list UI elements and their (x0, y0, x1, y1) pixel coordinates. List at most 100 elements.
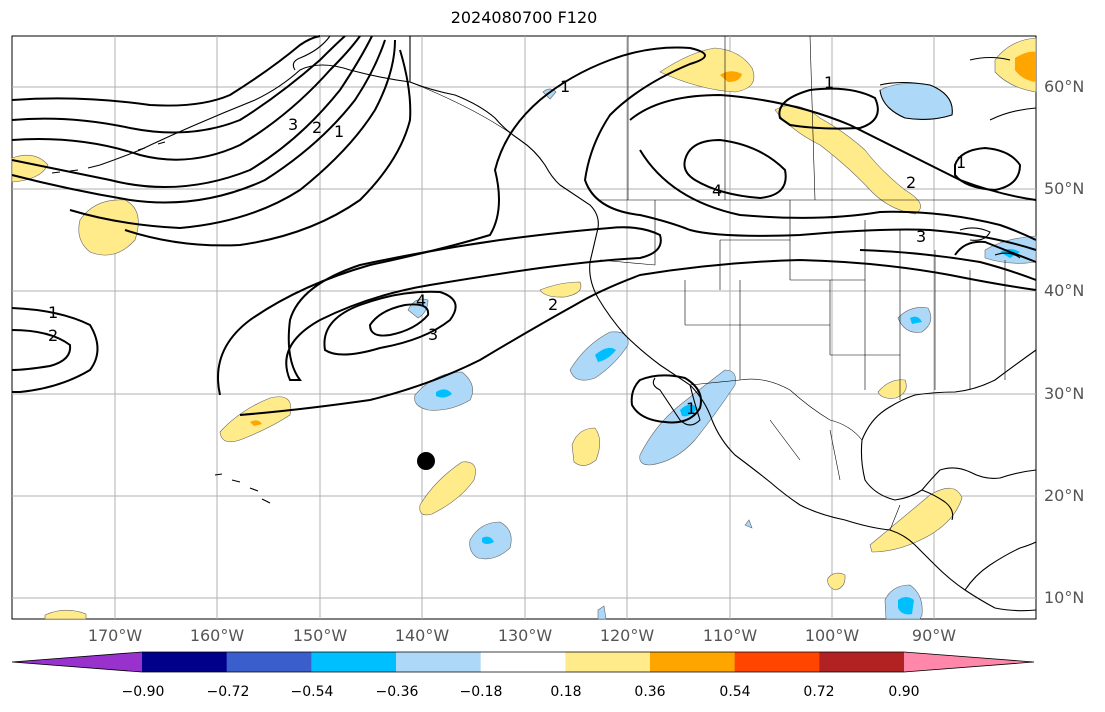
contour-line (368, 303, 430, 337)
canada-arctic (969, 56, 1037, 121)
graticule (12, 36, 1036, 619)
lat-label: 20°N (1044, 486, 1085, 505)
lon-label: 140°W (394, 626, 450, 645)
contour-line (11, 39, 386, 204)
contour-label: 4 (416, 291, 426, 310)
map-panel: 1 2 1 2 3 4 3 2 1 4 1 2 1 3 1 (11, 35, 1037, 620)
contour-label: 1 (48, 303, 58, 322)
great-lakes (959, 227, 1021, 259)
positive-anomaly-fills (11, 37, 1037, 620)
anomaly-core (250, 420, 262, 426)
contour-line (859, 249, 1037, 281)
lon-label: 170°W (87, 626, 143, 645)
contour-line (285, 226, 662, 381)
contour-labels: 1 2 1 2 3 4 3 2 1 4 1 2 1 3 1 (48, 73, 966, 418)
anomaly-patch (539, 281, 582, 298)
hudson-bay (879, 81, 953, 121)
colorbar-tick-label: 0.54 (719, 684, 751, 700)
colorbar-segment (142, 652, 228, 672)
colorbar-segment (819, 652, 905, 672)
contour-line (683, 138, 787, 200)
contour-line (11, 35, 321, 107)
positive-core-fills (250, 51, 1036, 426)
lon-label: 130°W (497, 626, 553, 645)
contour-line (11, 35, 361, 161)
contour-line (639, 149, 1037, 241)
lat-label: 30°N (1044, 384, 1085, 403)
contour-line (11, 35, 346, 134)
colorbar-segment (311, 652, 397, 672)
contour-label: 2 (312, 118, 322, 137)
colorbar-tick-label: 0.18 (550, 684, 582, 700)
contour-label: 2 (906, 173, 916, 192)
aleutian-chain (51, 141, 166, 174)
anomaly-patch (774, 105, 921, 215)
anomaly-patch (571, 427, 601, 466)
contour-label: 3 (916, 227, 926, 246)
anomaly-core (720, 71, 742, 82)
colorbar-tick-label: 0.36 (634, 684, 666, 700)
contour-line (239, 258, 1037, 416)
anomaly-patch (639, 369, 736, 466)
anomaly-patch (219, 396, 292, 443)
anomaly-core (680, 404, 698, 417)
colorbar-tick-label: −0.72 (206, 684, 250, 700)
anomaly-patch (597, 605, 607, 620)
contour-lines (11, 35, 1037, 424)
contour-label: 4 (712, 181, 722, 200)
contour-label: 1 (334, 122, 344, 141)
coastlines (51, 35, 1037, 612)
contour-label: 2 (48, 326, 58, 345)
lon-label: 100°W (804, 626, 860, 645)
contour-line (217, 46, 1037, 396)
anomaly-core (482, 536, 494, 544)
anomaly-core (436, 389, 452, 398)
contour-line (630, 374, 702, 424)
contour-line (629, 93, 1037, 201)
colorbar-segment (650, 652, 736, 672)
lon-label: 120°W (599, 626, 655, 645)
anomaly-patch (44, 609, 87, 620)
contour-label: 1 (686, 399, 696, 418)
lon-label: 150°W (292, 626, 348, 645)
yucatan (921, 489, 954, 521)
anomaly-patch (542, 88, 557, 100)
contour-label: 3 (288, 115, 298, 134)
contour-label: 3 (428, 325, 438, 344)
colorbar-extend-min (12, 652, 142, 672)
contour-line (778, 87, 879, 130)
alaska-canada-border (409, 36, 521, 141)
colorbar-segment (226, 652, 312, 672)
colorbar-extend-max (904, 652, 1034, 672)
colorbar-tick-label: −0.90 (121, 684, 165, 700)
bering-coast (292, 35, 331, 71)
contour-line (954, 240, 1037, 263)
colorbar-outline (11, 651, 1035, 673)
colorbar-tick-label: −0.18 (459, 684, 503, 700)
contour-line (323, 290, 457, 356)
contour-label: 1 (956, 153, 966, 172)
storm-position-marker (417, 452, 435, 470)
contour-label: 1 (560, 77, 570, 96)
lon-label: 110°W (702, 626, 758, 645)
colorbar-tick-label: −0.36 (375, 684, 419, 700)
contour-line (124, 49, 412, 247)
anomaly-patch (877, 379, 907, 399)
contour-line (69, 39, 396, 230)
contour-line (11, 307, 99, 393)
anomaly-core (595, 347, 616, 362)
colorbar-tick-label: 0.72 (803, 684, 835, 700)
anomaly-patch (827, 572, 846, 591)
alaska-coast (409, 36, 599, 229)
lat-label: 10°N (1044, 588, 1085, 607)
colorbar-segment (734, 652, 820, 672)
colorbar-segment (396, 652, 482, 672)
colorbar (11, 651, 1035, 673)
lat-label: 50°N (1044, 179, 1085, 198)
lat-label: 40°N (1044, 281, 1085, 300)
anomaly-patch (744, 519, 753, 529)
contour-line (11, 35, 373, 189)
colorbar-segment (480, 652, 566, 672)
hawaii-islands (214, 473, 271, 504)
